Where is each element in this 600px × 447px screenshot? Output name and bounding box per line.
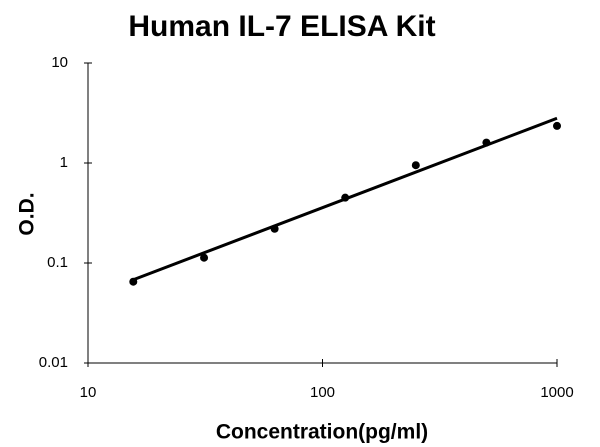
- y-tick-label: 1: [60, 154, 68, 171]
- data-point: [200, 253, 209, 262]
- data-point: [553, 121, 561, 130]
- x-tick-label: 10: [80, 384, 97, 401]
- data-point: [270, 224, 279, 233]
- chart-title: Human IL-7 ELISA Kit: [128, 10, 435, 43]
- x-axis-label: Concentration(pg/ml): [216, 421, 428, 444]
- y-tick-label: 0.01: [39, 354, 68, 371]
- x-tick-label: 100: [310, 384, 335, 401]
- x-tick-label: 1000: [540, 384, 573, 401]
- y-tick-label: 10: [51, 54, 68, 71]
- data-point: [341, 193, 350, 202]
- data-point: [482, 138, 491, 147]
- data-point: [411, 161, 420, 170]
- data-point: [129, 277, 138, 286]
- y-tick-label: 0.1: [47, 254, 68, 271]
- y-axis-label: O.D.: [16, 192, 39, 235]
